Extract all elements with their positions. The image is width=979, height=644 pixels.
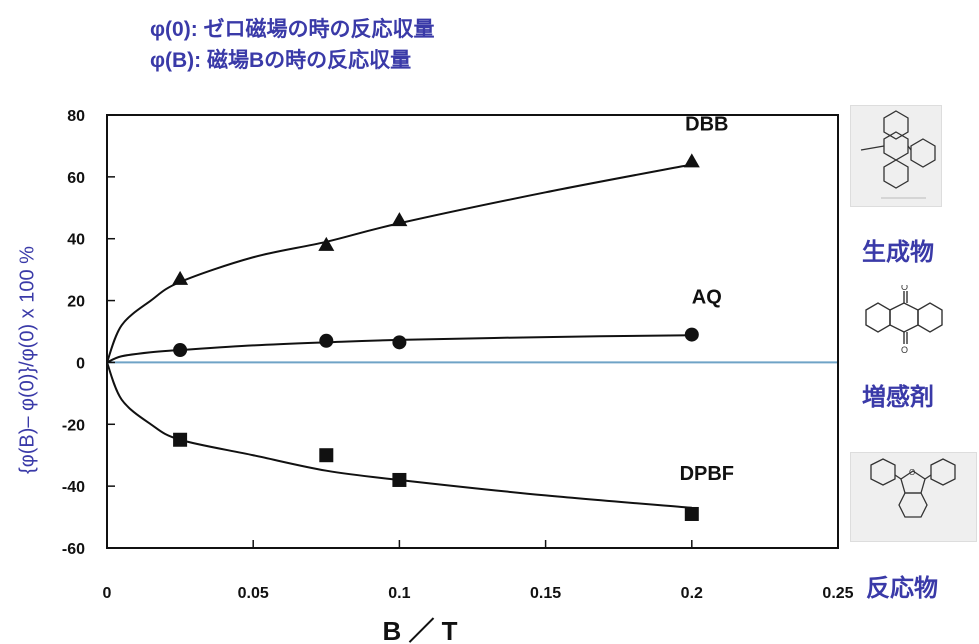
fit-curve-aq	[106, 334, 692, 364]
dpbf-structure-icon: O	[850, 452, 977, 542]
data-point-dbb	[172, 270, 189, 285]
data-point-dpbf	[392, 472, 407, 487]
x-tick-label: 0.2	[681, 585, 703, 602]
x-tick-label: 0.05	[238, 585, 269, 602]
data-point-aq	[319, 333, 334, 348]
data-point-dpbf	[684, 506, 699, 521]
y-tick-label: 80	[67, 108, 85, 125]
data-point-dpbf	[319, 448, 334, 463]
svg-text:O: O	[901, 285, 908, 292]
product-structure-icon	[850, 105, 942, 207]
reactant-label: 反応物	[866, 575, 938, 602]
data-point-aq	[173, 343, 188, 358]
data-point-aq	[392, 335, 407, 350]
x-tick-label: 0.15	[530, 585, 561, 602]
chart-header: φ(0): ゼロ磁場の時の反応収量 φ(B): 磁場Bの時の反応収量	[150, 14, 435, 76]
y-tick-label: -60	[62, 541, 85, 558]
data-point-dbb	[683, 153, 700, 168]
svg-text:O: O	[901, 345, 908, 355]
x-axis-title: B ／ T	[382, 616, 457, 644]
x-tick-label: 0.25	[822, 585, 853, 602]
y-tick-label: -40	[62, 479, 85, 496]
series-label-dbb: DBB	[685, 113, 728, 135]
data-point-dbb	[318, 236, 335, 251]
y-tick-label: -20	[62, 417, 85, 434]
fit-curve-dbb	[106, 163, 692, 363]
sensitizer-label: 増感剤	[862, 384, 934, 411]
x-tick-label: 0	[103, 585, 112, 602]
series-label-aq: AQ	[692, 287, 722, 309]
header-line-1: φ(0): ゼロ磁場の時の反応収量	[150, 18, 435, 41]
header-line-2: φ(B): 磁場Bの時の反応収量	[150, 49, 412, 72]
y-tick-label: 20	[67, 294, 85, 311]
data-point-dbb	[391, 212, 408, 227]
fit-curve-dpbf	[106, 362, 692, 509]
y-tick-label: 60	[67, 170, 85, 187]
plot-frame	[106, 114, 839, 549]
x-tick-label: 0.1	[388, 585, 410, 602]
svg-text:O: O	[909, 468, 915, 477]
y-axis-title: {φ(B)– φ(0)}/φ(0) x 100 %	[16, 246, 39, 474]
data-point-aq	[684, 327, 699, 342]
y-tick-label: 40	[67, 232, 85, 249]
series-label-dpbf: DPBF	[680, 463, 734, 485]
anthraquinone-structure-icon: O O	[846, 282, 966, 365]
data-point-dpbf	[173, 432, 188, 447]
product-label: 生成物	[862, 239, 934, 266]
y-tick-label: 0	[76, 355, 85, 372]
